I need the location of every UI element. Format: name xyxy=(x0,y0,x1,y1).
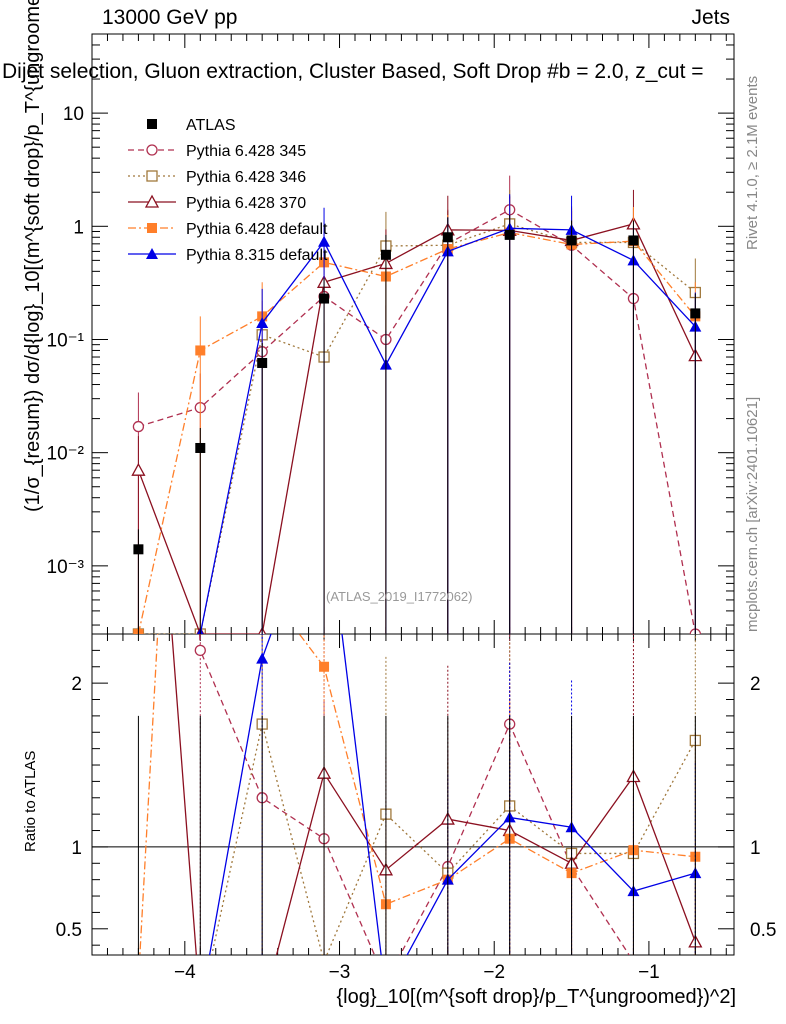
pythia-8-315-default-line xyxy=(199,227,696,634)
ratio-y-tick-label-right: 1 xyxy=(750,838,761,859)
main-y-axis-label: (1/σ_{resum}) dσ/d{log}_10[(m^{soft drop… xyxy=(22,0,44,512)
atlas-point xyxy=(195,442,206,453)
x-tick-label: −1 xyxy=(638,962,660,983)
mcplots-credit-label: mcplots.cern.ch [arXiv:2401.10621] xyxy=(744,396,761,632)
plot-title: Dijet selection, Gluon extraction, Clust… xyxy=(2,60,704,83)
main-y-tick-label: 1 xyxy=(73,217,84,238)
pythia-8-315-default-ratio-point xyxy=(256,652,269,664)
legend-pythia-8-315-default-label: Pythia 8.315 default xyxy=(186,247,328,264)
pythia-8-315-default-point xyxy=(256,316,269,328)
main-y-tick-label: 10⁻² xyxy=(47,444,85,465)
legend-pythia-6-428-default-marker xyxy=(147,223,157,233)
atlas-point xyxy=(442,232,453,243)
legend-pythia-6-428-345-label: Pythia 6.428 345 xyxy=(186,143,306,160)
atlas-point xyxy=(504,229,515,240)
main-y-tick-label: 10⁻³ xyxy=(47,557,85,578)
legend-pythia-6-428-370-label: Pythia 6.428 370 xyxy=(186,195,306,212)
x-tick-label: −3 xyxy=(329,962,351,983)
atlas-point xyxy=(380,249,391,260)
ratio-y-tick-label-right: 2 xyxy=(750,674,761,695)
ratio-y-tick-label: 0.5 xyxy=(56,920,82,941)
atlas-point xyxy=(319,293,330,304)
x-tick-label: −4 xyxy=(174,962,196,983)
ratio-y-tick-label: 1 xyxy=(71,838,82,859)
pythia-6-428-370-line xyxy=(137,223,696,634)
ratio-y-axis-label: Ratio to ATLAS xyxy=(22,750,39,852)
x-tick-label: −2 xyxy=(483,962,505,983)
analysis-category-label: Jets xyxy=(691,6,730,29)
legend-pythia-6-428-346-marker xyxy=(146,170,158,182)
atlas-point xyxy=(133,544,144,555)
ratio-y-tick-label: 2 xyxy=(71,674,82,695)
pythia-6-428-370-point xyxy=(131,462,146,476)
pythia-6-428-345-ratio-point xyxy=(194,644,206,657)
ratio-panel-frame xyxy=(91,633,735,956)
legend-pythia-6-428-default-label: Pythia 6.428 default xyxy=(186,221,328,238)
legend-pythia-6-428-345-marker xyxy=(146,144,158,156)
legend-atlas-label: ATLAS xyxy=(186,117,236,134)
main-y-tick-label: 10 xyxy=(63,104,84,125)
pythia-6-428-370-ratio-line xyxy=(171,634,696,955)
pythia-6-428-346-line xyxy=(138,223,696,634)
atlas-point xyxy=(257,357,268,368)
pythia-6-428-345-ratio-line xyxy=(199,634,630,955)
ratio-y-tick-label-right: 0.5 xyxy=(750,920,776,941)
pythia-6-428-345-line xyxy=(138,209,696,634)
pythia-8-315-default-point xyxy=(318,235,331,247)
legend-atlas-marker xyxy=(147,119,157,129)
atlas-point xyxy=(628,235,639,246)
legend-pythia-6-428-346-label: Pythia 6.428 346 xyxy=(186,169,306,186)
pythia-8-315-default-ratio-line xyxy=(208,634,696,955)
pythia-6-428-345-point xyxy=(132,420,145,433)
atlas-point xyxy=(566,235,577,246)
pythia-6-428-default-point xyxy=(195,345,206,356)
analysis-id-watermark: (ATLAS_2019_I1772062) xyxy=(326,589,473,604)
pythia-6-428-default-ratio-point xyxy=(319,661,330,672)
ratio-series-group xyxy=(137,634,703,955)
rivet-version-label: Rivet 4.1.0, ≥ 2.1M events xyxy=(744,75,761,250)
atlas-point xyxy=(690,308,701,319)
x-axis-label: {log}_10[(m^{soft drop}/p_T^{ungroomed})… xyxy=(336,986,736,1008)
legend-pythia-8-315-default-marker xyxy=(146,248,158,259)
pythia-6-428-default-line xyxy=(137,231,696,634)
main-y-tick-label: 10⁻¹ xyxy=(47,330,85,351)
pythia-6-428-346-ratio-line xyxy=(211,723,696,955)
legend-pythia-6-428-370-marker xyxy=(144,194,160,208)
main-series-group xyxy=(131,175,703,634)
collision-energy-label: 13000 GeV pp xyxy=(102,6,238,29)
pythia-6-428-default-ratio-line xyxy=(139,634,696,955)
